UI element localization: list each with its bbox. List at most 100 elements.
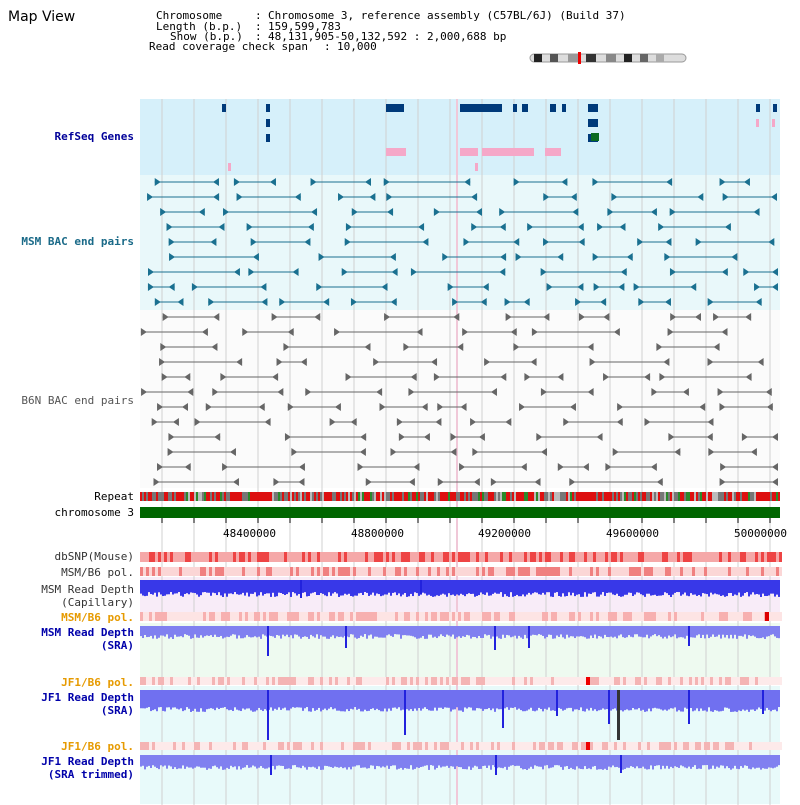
- jf1-b6-pol-cell: [446, 677, 449, 685]
- repeat-segment: [596, 492, 598, 501]
- msm-b6-pol-cell: [149, 567, 152, 576]
- repeat-segment: [522, 492, 524, 501]
- track-label-msm-b6-pol-2[interactable]: MSM/B6 pol.: [61, 611, 134, 624]
- msm-depth-sra-bar: [398, 626, 400, 635]
- msm-depth-sra-bar: [630, 626, 632, 637]
- jf1-depth-trimmed-bar: [200, 755, 202, 768]
- msm-b6-pol-cell: [602, 567, 605, 576]
- msm-depth-capillary-bar: [562, 580, 564, 594]
- jf1-depth-sra-bar: [370, 690, 372, 710]
- jf1-b6-pol-cell: [776, 677, 779, 685]
- track-label-jf1-b6-pol-1[interactable]: JF1/B6 pol.: [61, 676, 134, 689]
- track-label-jf1-depth-sra-1[interactable]: JF1 Read Depth: [41, 691, 134, 704]
- msm-depth-sra-bar: [740, 626, 742, 636]
- track-label-jf1-b6-pol-2[interactable]: JF1/B6 pol.: [61, 740, 134, 753]
- repeat-segment: [224, 492, 226, 501]
- dbsnp-cell: [344, 552, 347, 562]
- msm-depth-capillary-bar: [216, 580, 218, 596]
- jf1-depth-trimmed-bar: [208, 755, 210, 769]
- track-label-msm-b6-pol-1[interactable]: MSM/B6 pol.: [61, 566, 134, 579]
- msm-depth-sra-bar: [292, 626, 294, 639]
- track-label-b6n-bac[interactable]: B6N BAC end pairs: [21, 394, 134, 407]
- msm-depth-sra-bar: [274, 626, 276, 638]
- track-label-chromosome[interactable]: chromosome 3: [54, 506, 134, 519]
- msm-depth-capillary-bar: [186, 580, 188, 594]
- b6n-bac-pair-end: [162, 313, 169, 321]
- jf1-depth-sra-bar: [728, 690, 730, 709]
- jf1-b6-pol-cell: [767, 677, 770, 685]
- msm-b6-pol-cell: [173, 612, 176, 621]
- repeat-segment: [382, 492, 384, 501]
- jf1-b6-pol-cell: [578, 677, 581, 685]
- msm-b6-pol-cell: [536, 612, 539, 621]
- track-label-msm-depth-cap-1[interactable]: MSM Read Depth: [41, 583, 134, 596]
- dbsnp-cell: [380, 552, 383, 562]
- b6n-bac-pair-end: [644, 373, 651, 381]
- msm-b6-pol-cell: [617, 612, 620, 621]
- msm-depth-sra-bar: [352, 626, 354, 635]
- dbsnp-cell: [476, 552, 479, 562]
- jf1-depth-sra-bar: [360, 690, 362, 712]
- jf1-depth-sra-bar: [456, 690, 458, 708]
- msm-bac-pair-end: [499, 268, 506, 276]
- msm-depth-capillary-bar: [296, 580, 298, 596]
- msm-depth-capillary-bar: [366, 580, 368, 593]
- msm-b6-pol-cell: [527, 567, 530, 576]
- msm-depth-sra-bar: [750, 626, 752, 637]
- msm-bac-pair-end: [233, 268, 240, 276]
- jf1-depth-trimmed-bar: [514, 755, 516, 767]
- msm-b6-pol-cell: [548, 567, 551, 576]
- chromosome-ideogram[interactable]: [528, 52, 690, 64]
- jf1-b6-pol-cell: [629, 742, 632, 750]
- msm-depth-sra-bar: [302, 626, 304, 637]
- msm-b6-pol-cell: [395, 567, 398, 576]
- jf1-b6-pol-cell: [236, 677, 239, 685]
- jf1-b6-pol-cell: [374, 677, 377, 685]
- msm-depth-capillary-bar: [606, 580, 608, 593]
- msm-depth-capillary-bar: [320, 580, 322, 594]
- jf1-depth-trimmed-bar: [272, 755, 274, 766]
- msm-depth-sra-bar: [296, 626, 298, 635]
- b6n-bac-pair-end: [745, 313, 752, 321]
- jf1-b6-pol-cell: [656, 742, 659, 750]
- track-label-dbsnp[interactable]: dbSNP(Mouse): [54, 550, 134, 563]
- repeat-segment: [416, 492, 418, 501]
- msm-depth-capillary-bar: [738, 580, 740, 593]
- msm-b6-pol-cell: [479, 567, 482, 576]
- jf1-b6-pol-cell: [497, 742, 500, 750]
- msm-depth-capillary-bar: [436, 580, 438, 596]
- msm-bac-pair-end: [695, 238, 702, 246]
- dbsnp-cell: [461, 552, 464, 562]
- dbsnp-cell: [449, 552, 452, 562]
- jf1-b6-pol-cell: [230, 742, 233, 750]
- track-label-msm-bac[interactable]: MSM BAC end pairs: [21, 235, 134, 248]
- track-label-msm-depth-sra-1[interactable]: MSM Read Depth: [41, 626, 134, 639]
- repeat-segment: [502, 492, 504, 501]
- msm-depth-sra-bar: [768, 626, 770, 637]
- jf1-depth-sra-bar: [350, 690, 352, 709]
- msm-depth-capillary-bar: [444, 580, 446, 595]
- page-title: Map View: [8, 9, 76, 25]
- jf1-depth-trimmed-bar: [720, 755, 722, 766]
- track-label-repeat[interactable]: Repeat: [94, 490, 134, 503]
- jf1-depth-sra-bar: [440, 690, 442, 708]
- repeat-segment: [162, 492, 164, 501]
- jf1-b6-pol-cell: [575, 742, 578, 750]
- repeat-segment: [264, 492, 266, 501]
- jf1-b6-pol-cell: [245, 742, 248, 750]
- repeat-segment: [154, 492, 156, 501]
- msm-bac-pair-end: [169, 253, 176, 261]
- repeat-segment: [534, 492, 536, 501]
- jf1-depth-trimmed-bar: [600, 755, 602, 770]
- track-label-jf1-depth-trim-1[interactable]: JF1 Read Depth: [41, 755, 134, 768]
- jf1-depth-sra-bar: [160, 690, 162, 708]
- jf1-depth-sra-bar: [352, 690, 354, 710]
- jf1-depth-sra-bar: [158, 690, 160, 708]
- dbsnp-cell: [548, 552, 551, 562]
- msm-depth-sra-bar: [326, 626, 328, 639]
- jf1-depth-trimmed-bar: [726, 755, 728, 767]
- track-label-refseq[interactable]: RefSeq Genes: [54, 130, 134, 143]
- msm-b6-pol-cell: [236, 612, 239, 621]
- chromosome-bar: [140, 507, 780, 518]
